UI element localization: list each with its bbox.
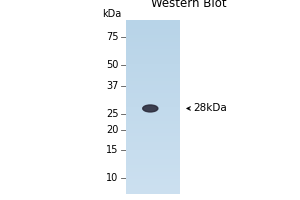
Text: 28kDa: 28kDa — [194, 103, 227, 113]
Text: 37: 37 — [106, 81, 118, 91]
Text: kDa: kDa — [102, 9, 122, 19]
Text: 10: 10 — [106, 173, 118, 183]
Text: 15: 15 — [106, 145, 118, 155]
Text: 25: 25 — [106, 109, 118, 119]
Text: 50: 50 — [106, 60, 118, 70]
Text: 20: 20 — [106, 125, 118, 135]
Text: 75: 75 — [106, 32, 118, 42]
Ellipse shape — [143, 105, 158, 112]
Text: Western Blot: Western Blot — [151, 0, 227, 10]
